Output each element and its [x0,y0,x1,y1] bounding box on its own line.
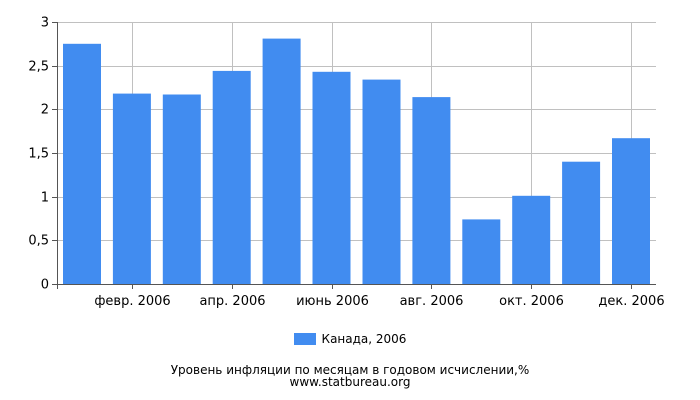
bar [612,138,650,284]
legend: Канада, 2006 [0,332,700,346]
y-tick-label: 1 [41,191,49,206]
y-tick-label: 0 [41,278,49,293]
grid-lines [57,22,656,284]
x-tick-label: авг. 2006 [400,294,464,309]
bar [112,93,151,284]
x-tick-label: апр. 2006 [199,294,265,309]
bar [162,94,201,284]
bar [312,71,351,284]
y-tick-label: 2 [41,103,49,118]
bar [262,38,301,284]
bar [562,161,601,284]
bar [63,43,101,284]
legend-label: Канада, 2006 [321,332,407,346]
x-tick-label: окт. 2006 [499,294,564,309]
x-tick-label: февр. 2006 [94,294,170,309]
chart-caption: Уровень инфляции по месяцам в годовом ис… [170,363,530,377]
y-tick-label: 0,5 [28,234,49,249]
y-tick-label: 1,5 [28,147,49,162]
y-tick-label: 3 [41,16,49,31]
bar [412,97,451,284]
legend-swatch [293,333,316,345]
bars [63,38,650,285]
bar [512,195,551,284]
bar [362,79,401,284]
bar [212,70,251,285]
tick-labels: 0 0,5 1 1,5 2 2,5 3 февр. 2006 апр. 2006 июнь 200… [28,16,664,310]
source-url: www.statbureau.org [289,375,411,389]
y-tick-label: 2,5 [28,60,49,75]
x-tick-label: дек. 2006 [598,294,664,309]
axes [52,22,656,289]
x-tick-label: июнь 2006 [296,294,369,309]
bar [462,219,501,284]
